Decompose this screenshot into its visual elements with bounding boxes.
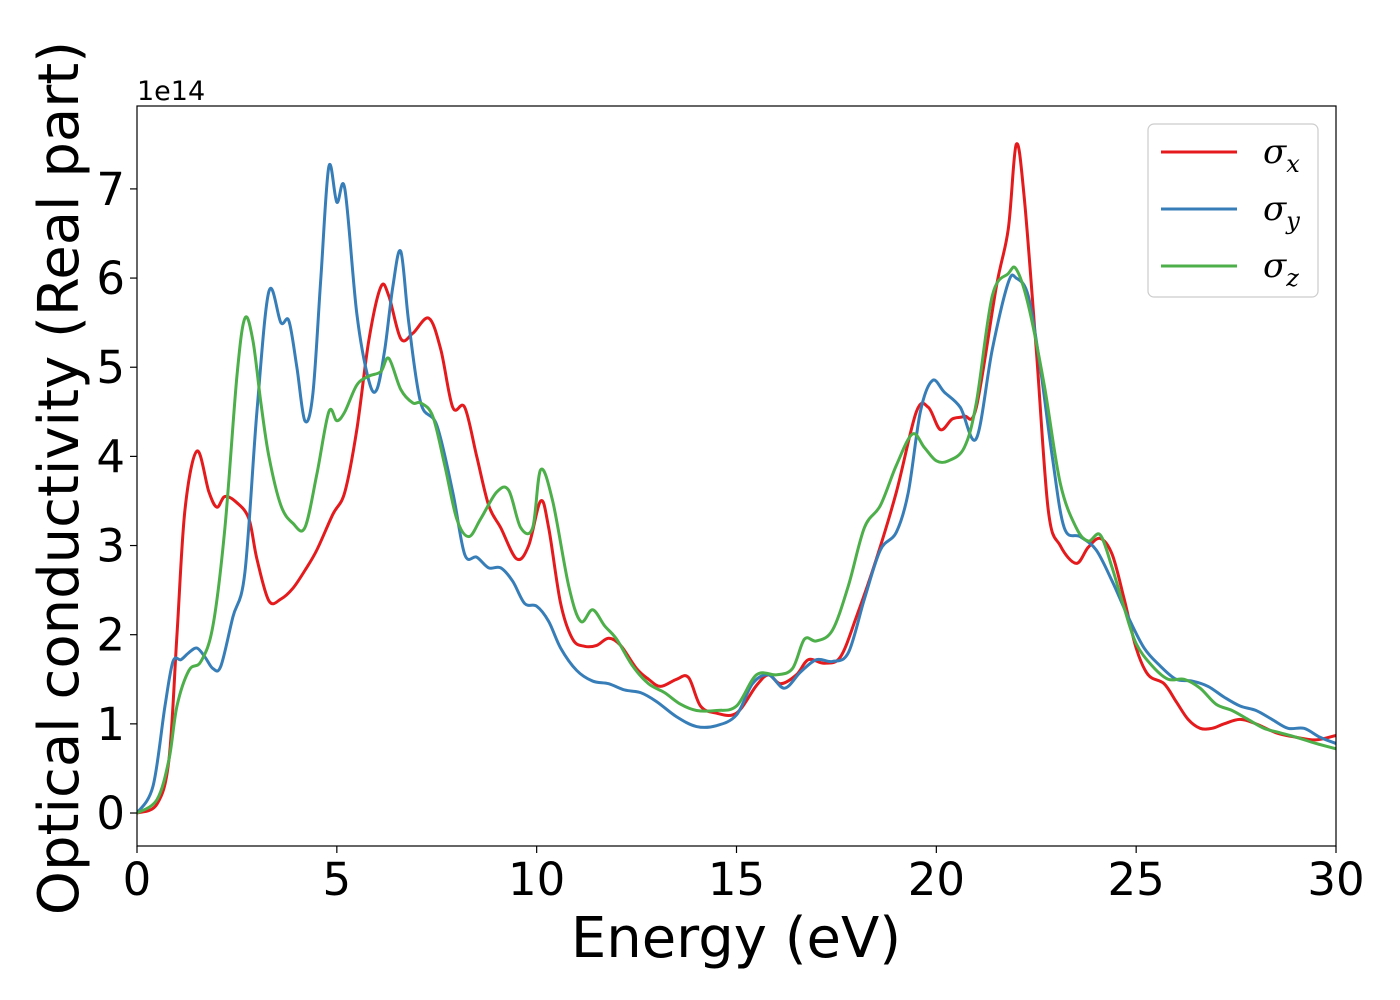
series-line-z (137, 265, 1336, 815)
legend-subscript: y (1285, 207, 1300, 235)
y-tick-label: 0 (96, 787, 125, 840)
legend-symbol: σ (1263, 246, 1287, 286)
legend-symbol: σ (1263, 189, 1287, 229)
y-tick-label: 2 (96, 609, 125, 662)
x-tick-label: 15 (708, 853, 765, 906)
x-axis: 0 5 10 15 20 25 30 (123, 846, 1365, 906)
legend-subscript: z (1285, 264, 1299, 292)
y-axis-label: Optical conductivity (Real part) (27, 41, 92, 915)
y-tick-label: 3 (96, 520, 125, 573)
y-tick-label: 4 (96, 430, 125, 483)
x-tick-label: 0 (123, 853, 152, 906)
x-tick-label: 10 (508, 853, 565, 906)
x-axis-label: Energy (eV) (571, 906, 901, 971)
x-tick-label: 30 (1307, 853, 1364, 906)
legend-label-x: σx (1263, 132, 1300, 178)
x-tick-label: 25 (1108, 853, 1165, 906)
legend-subscript: x (1286, 150, 1300, 178)
y-tick-label: 7 (96, 163, 125, 216)
x-tick-label: 5 (323, 853, 352, 906)
y-offset-label: 1e14 (137, 76, 205, 107)
y-tick-label: 5 (96, 341, 125, 394)
legend-label-z: σz (1263, 246, 1299, 292)
y-tick-label: 1 (96, 698, 125, 751)
x-tick-label: 20 (908, 853, 965, 906)
series-layer (137, 142, 1336, 815)
y-axis: 0 1 2 3 4 5 6 7 (96, 163, 137, 840)
legend-symbol: σ (1263, 132, 1287, 172)
legend-label-y: σy (1263, 189, 1300, 235)
y-tick-label: 6 (96, 252, 125, 305)
